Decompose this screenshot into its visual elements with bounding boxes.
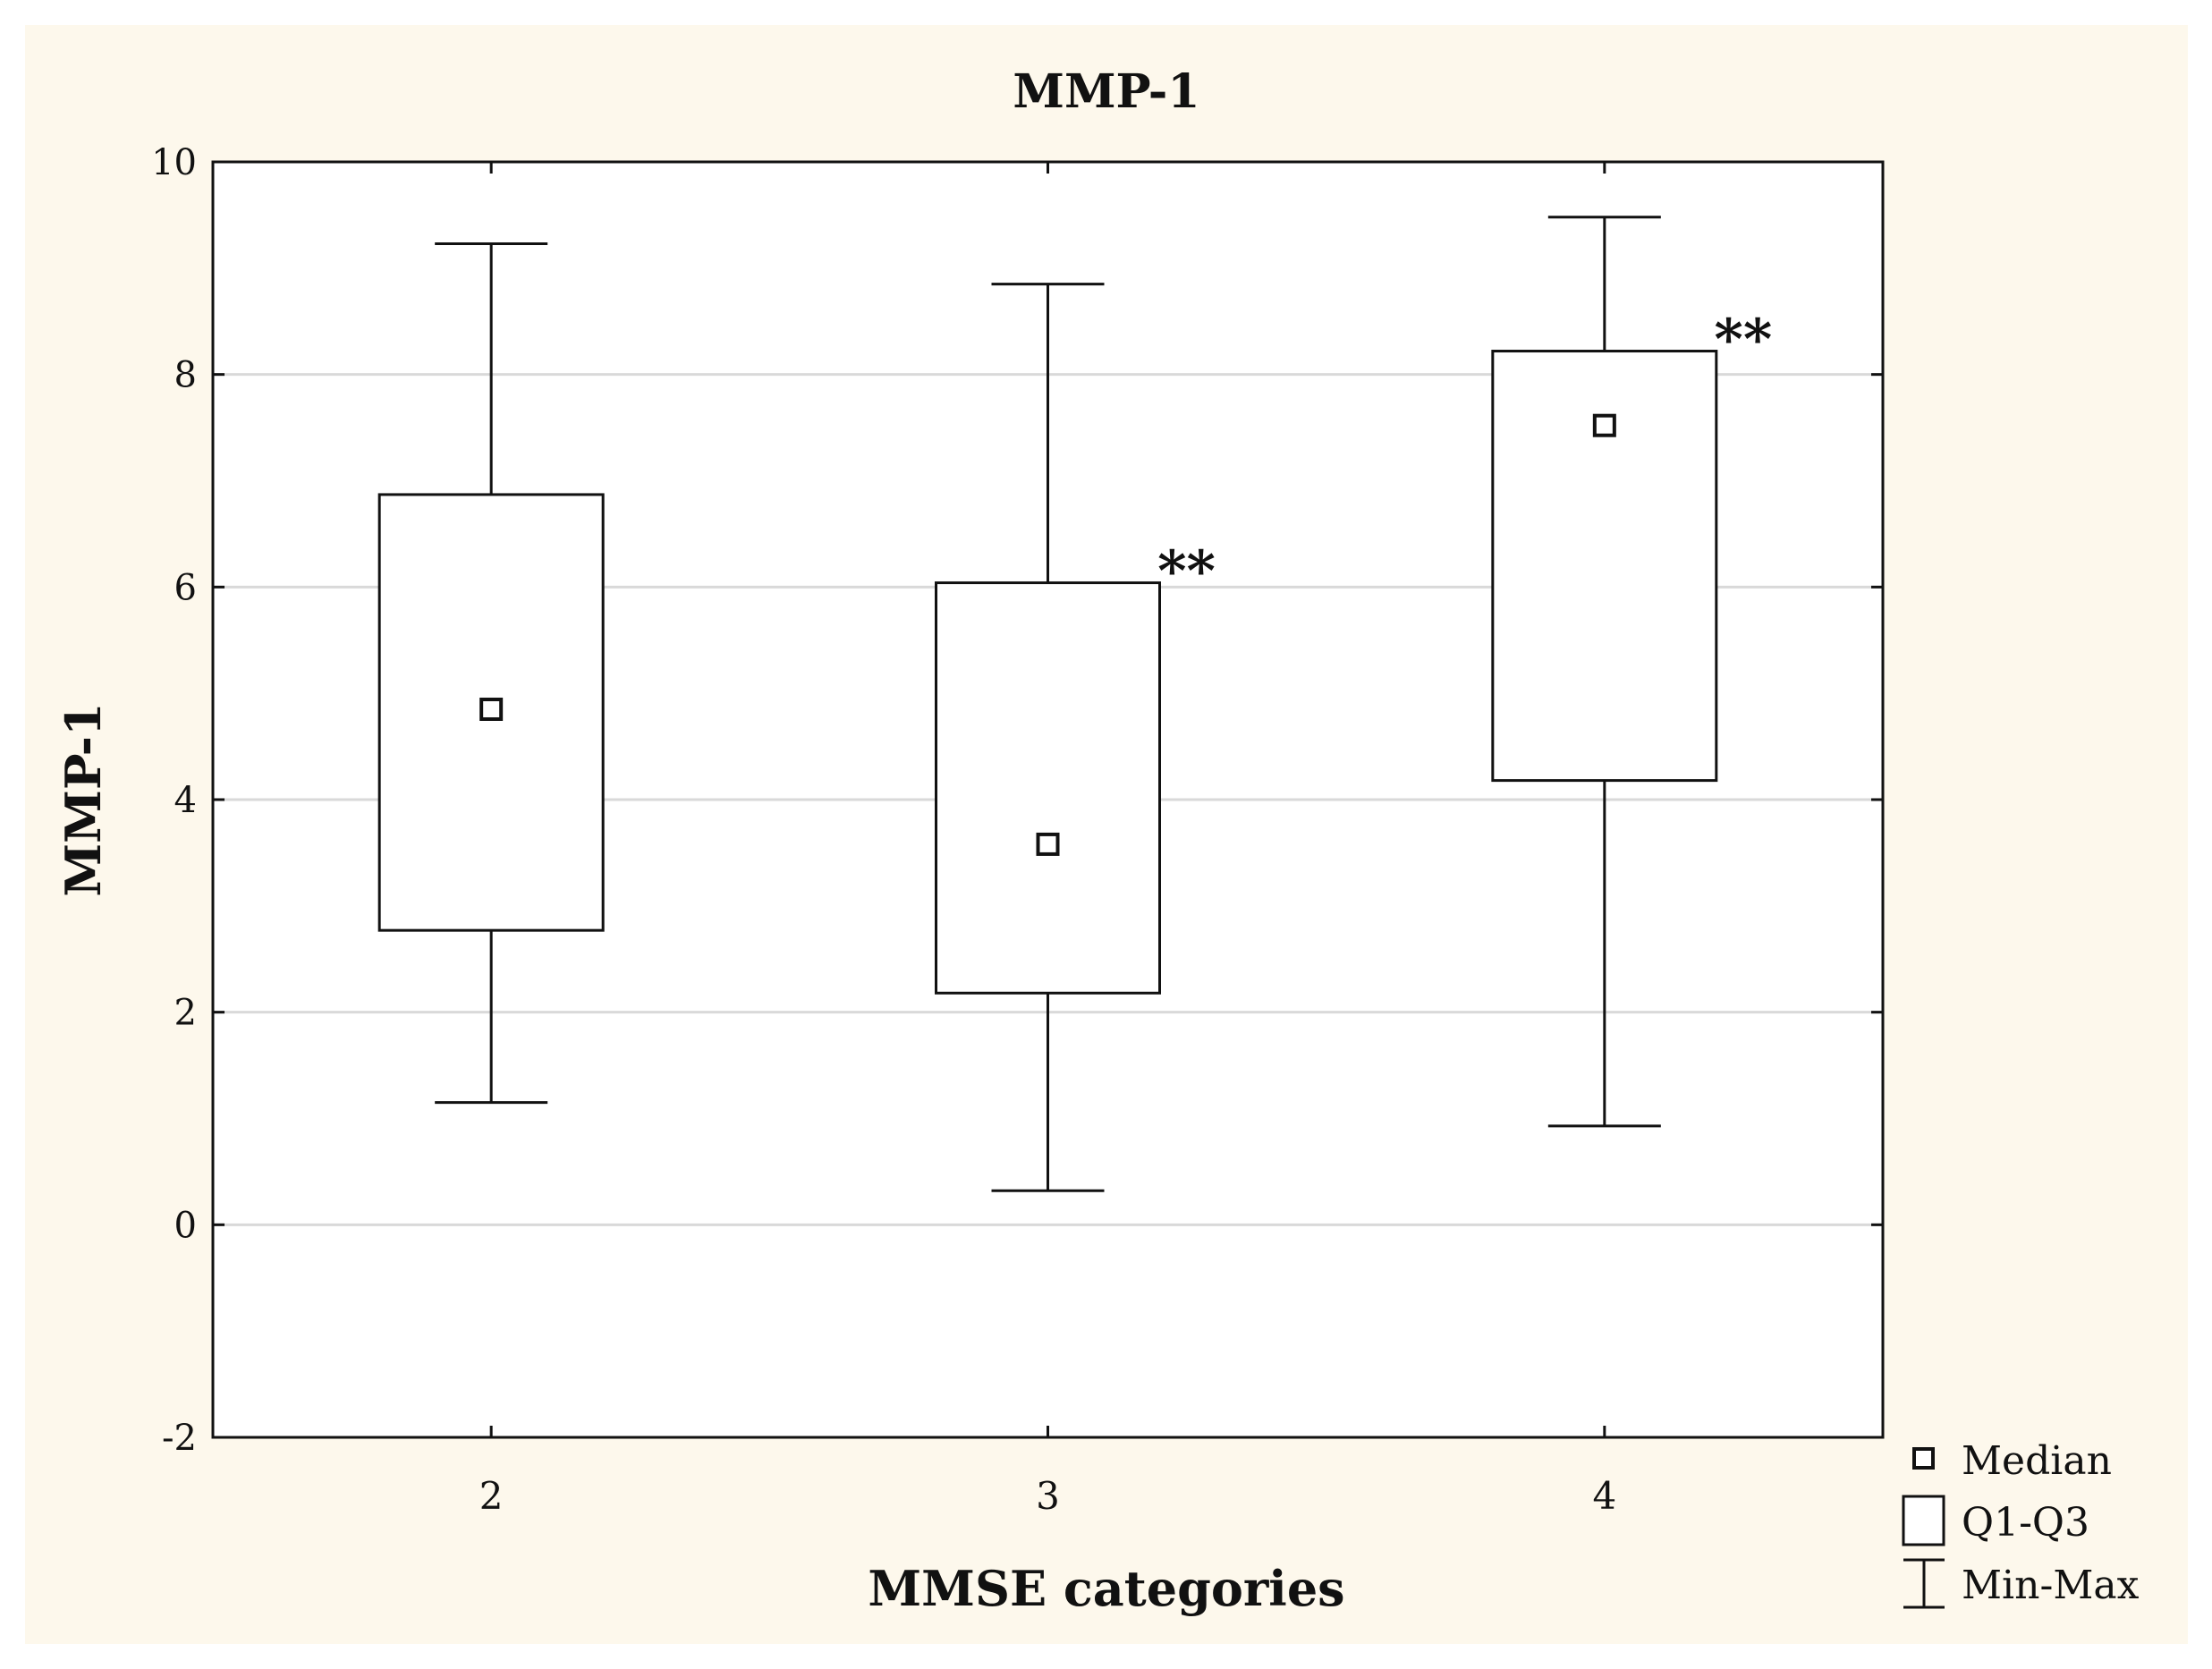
median-marker bbox=[479, 697, 504, 721]
legend-box-symbol bbox=[1902, 1495, 1945, 1546]
y-axis-label: MMP-1 bbox=[55, 702, 112, 896]
legend-median-square bbox=[1912, 1447, 1935, 1470]
significance-annotation: ** bbox=[1157, 538, 1216, 604]
box-group-4: ** bbox=[1491, 216, 1772, 1128]
y-tick-label: -2 bbox=[162, 1418, 197, 1459]
median-marker bbox=[1036, 832, 1060, 856]
x-tick-label: 4 bbox=[1592, 1474, 1616, 1518]
x-axis-label: MMSE categories bbox=[868, 1560, 1344, 1617]
x-axis: 2 3 4 bbox=[479, 162, 1616, 1518]
legend-whisker-symbol bbox=[1903, 1558, 1945, 1609]
x-tick-label: 2 bbox=[479, 1474, 504, 1518]
y-tick-label: 10 bbox=[151, 142, 197, 183]
y-tick-label: 2 bbox=[174, 993, 197, 1034]
box-group-2 bbox=[377, 242, 605, 1105]
legend-box-label: Q1-Q3 bbox=[1962, 1500, 2089, 1546]
y-tick-label: 4 bbox=[174, 780, 197, 821]
legend-median-label: Median bbox=[1962, 1438, 2112, 1484]
y-tick-label: 6 bbox=[174, 567, 197, 608]
y-tick-label: 8 bbox=[174, 355, 197, 396]
legend: Median Q1-Q3 Min-Max bbox=[1902, 1438, 2140, 1609]
chart-title: MMP-1 bbox=[1013, 64, 1199, 119]
median-marker bbox=[1592, 413, 1616, 437]
y-axis: -2 0 2 4 6 8 10 bbox=[151, 142, 1883, 1459]
box-group-3: ** bbox=[935, 283, 1216, 1192]
boxes: ** ** bbox=[377, 216, 1772, 1192]
significance-annotation: ** bbox=[1714, 307, 1772, 372]
iqr-box bbox=[935, 581, 1161, 995]
y-tick-label: 0 bbox=[174, 1205, 197, 1246]
legend-whisker-label: Min-Max bbox=[1962, 1563, 2140, 1608]
x-tick-label: 3 bbox=[1036, 1474, 1060, 1518]
